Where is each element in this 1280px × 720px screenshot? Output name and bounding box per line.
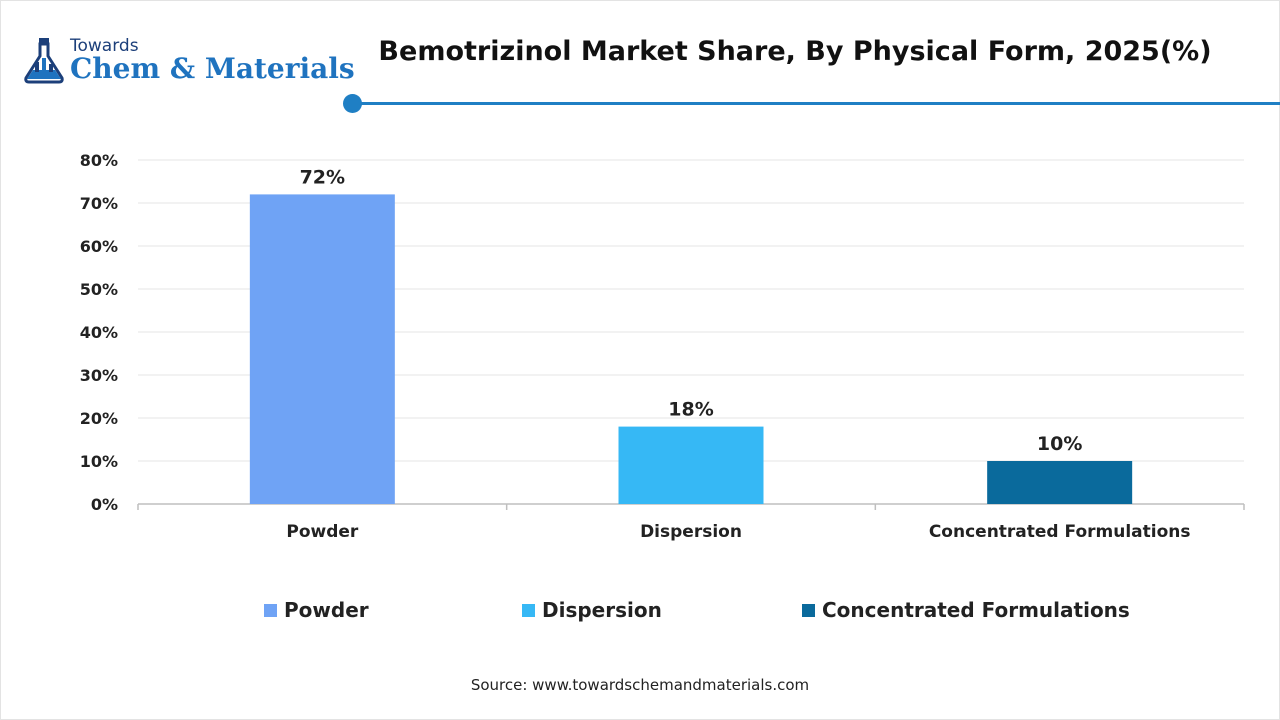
legend-swatch-concentrated-formulations bbox=[802, 603, 815, 617]
x-tick-label: Dispersion bbox=[640, 522, 742, 542]
y-tick-label: 60% bbox=[80, 237, 118, 256]
source-note: Source: www.towardschemandmaterials.com bbox=[470, 676, 810, 694]
y-tick-label: 10% bbox=[80, 452, 118, 471]
brand-line2: Chem & Materials bbox=[70, 52, 355, 85]
x-tick-label: Concentrated Formulations bbox=[929, 522, 1191, 542]
y-tick-label: 80% bbox=[80, 151, 118, 170]
data-label: 10% bbox=[1037, 433, 1082, 455]
legend-label-concentrated-formulations: Concentrated Formulations bbox=[822, 598, 1130, 622]
brand-logo: Towards Chem & Materials bbox=[22, 36, 355, 88]
y-tick-label: 30% bbox=[80, 366, 118, 385]
title-underline bbox=[352, 102, 1280, 105]
legend-item-concentrated-formulations: Concentrated Formulations bbox=[802, 598, 1130, 622]
title-dot-icon bbox=[343, 94, 362, 113]
legend-item-powder: Powder bbox=[264, 598, 369, 622]
chart-title: Bemotrizinol Market Share, By Physical F… bbox=[378, 36, 1212, 67]
y-tick-label: 20% bbox=[80, 409, 118, 428]
legend-label-dispersion: Dispersion bbox=[542, 598, 662, 622]
bar-concentrated-formulations bbox=[987, 461, 1133, 504]
y-tick-label: 40% bbox=[80, 323, 118, 342]
legend-swatch-powder bbox=[264, 603, 277, 617]
bar-dispersion bbox=[618, 426, 764, 504]
legend-item-dispersion: Dispersion bbox=[522, 598, 662, 622]
bar-powder bbox=[249, 194, 395, 504]
legend-label-powder: Powder bbox=[284, 598, 369, 622]
data-label: 72% bbox=[300, 166, 345, 188]
x-tick-label: Powder bbox=[286, 522, 359, 542]
y-tick-label: 70% bbox=[80, 194, 118, 213]
brand-line1: Towards bbox=[70, 36, 139, 56]
y-tick-label: 0% bbox=[91, 495, 118, 514]
data-label: 18% bbox=[668, 399, 713, 421]
y-tick-label: 50% bbox=[80, 280, 118, 299]
flask-icon bbox=[24, 38, 64, 84]
legend-swatch-dispersion bbox=[522, 603, 535, 617]
chart-legend: Powder Dispersion Concentrated Formulati… bbox=[0, 598, 1280, 624]
